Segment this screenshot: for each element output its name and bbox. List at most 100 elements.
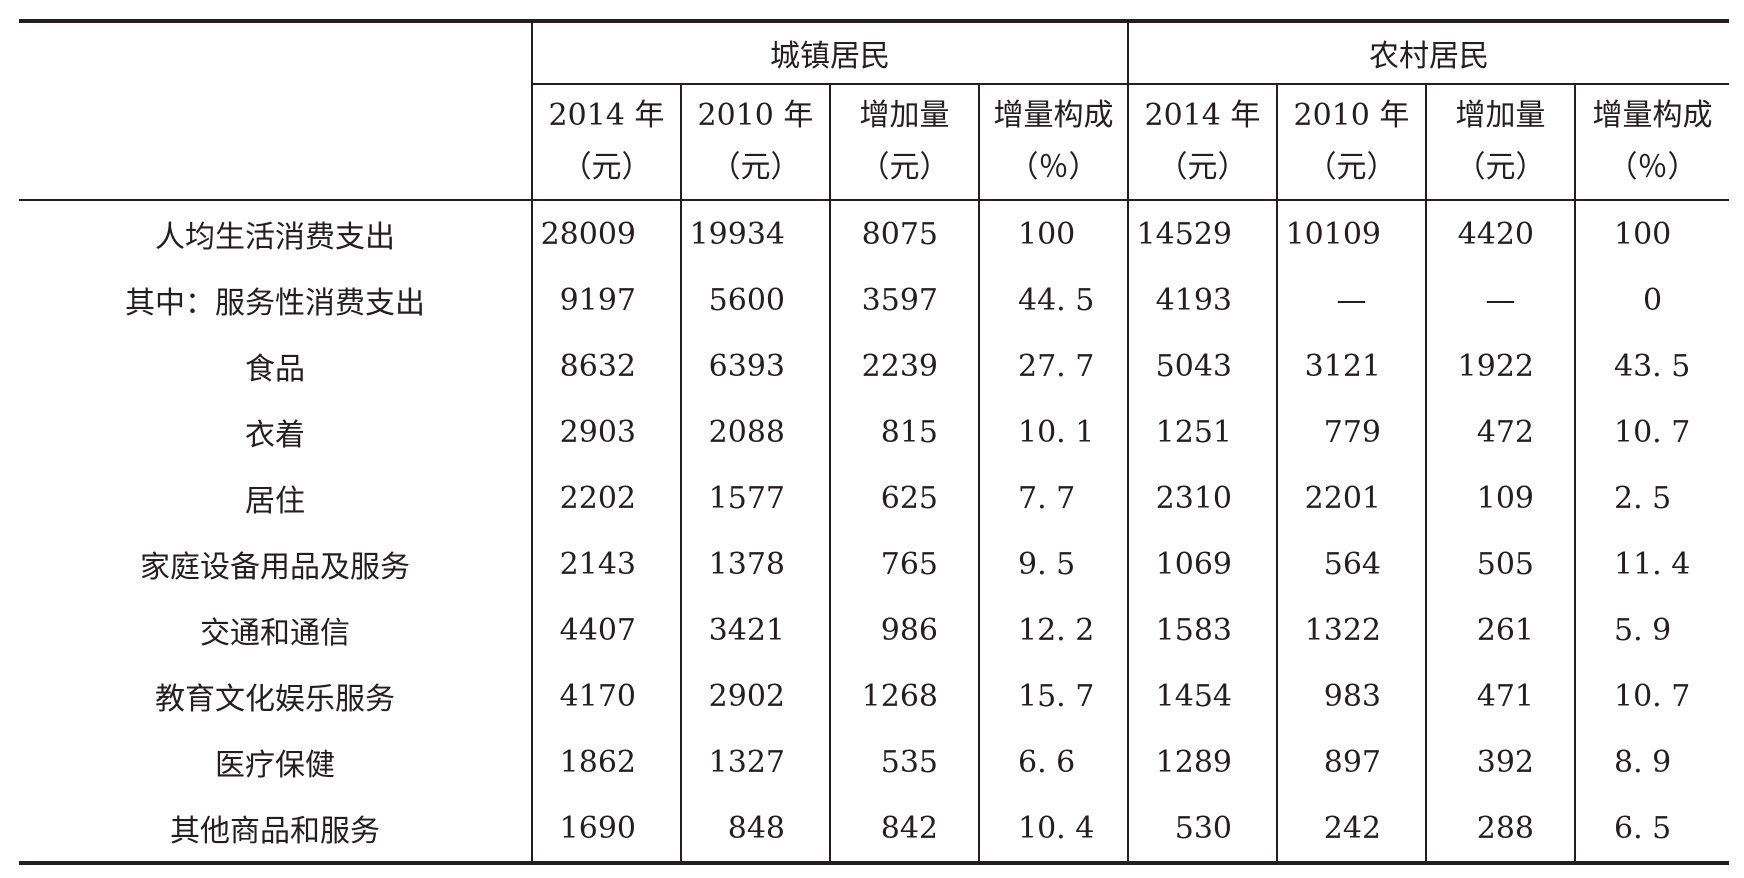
consumption-table: 城镇居民 农村居民 2014 年 （元） 2010 年 （元） 增加量 （元） 增量构成 （％… (19, 19, 1729, 865)
table-cell: 2201 (1276, 465, 1426, 531)
row-label: 其中：服务性消费支出 (125, 286, 425, 321)
table-cell: 15. 7 (978, 663, 1128, 729)
table-row: 居住 2202 1577 625 7. 7 2310 2201 109 2. 5 (19, 465, 1729, 531)
table-cell: 19934 (680, 200, 830, 267)
column-header-unit: （％） (1008, 150, 1099, 185)
column-header-line1: 2014 年 (548, 98, 665, 133)
table-cell: 1583 (1127, 597, 1277, 663)
table-cell: 8075 (829, 200, 979, 267)
table-cell: 44. 5 (978, 267, 1128, 333)
table-cell: 8. 9 (1574, 729, 1729, 795)
table-cell: 1327 (680, 729, 830, 795)
column-header-line1: 增加量 (1455, 98, 1546, 133)
table-cell: 1862 (531, 729, 681, 795)
table-cell: 288 (1425, 795, 1575, 863)
table-cell: 5043 (1127, 333, 1277, 399)
table-cell: 10. 7 (1574, 399, 1729, 465)
column-header: 增加量 （元） (829, 84, 979, 201)
column-header-unit: （元） (859, 150, 950, 185)
column-header-unit: （％） (1607, 150, 1698, 185)
column-header-unit: （元） (710, 150, 801, 185)
column-header-unit: （元） (561, 150, 652, 185)
table-cell: 2310 (1127, 465, 1277, 531)
column-header-row: 2014 年 （元） 2010 年 （元） 增加量 （元） 增量构成 （％） 2014 年 （元）… (19, 84, 1729, 201)
table-cell: 2903 (531, 399, 681, 465)
table-cell: 2088 (680, 399, 830, 465)
table-cell: 505 (1425, 531, 1575, 597)
row-label: 人均生活消费支出 (155, 220, 395, 255)
table-cell: 10. 7 (1574, 663, 1729, 729)
table-cell: 625 (829, 465, 979, 531)
column-header-line1: 增量构成 (993, 98, 1114, 133)
table-cell: 4193 (1127, 267, 1277, 333)
table-cell: 815 (829, 399, 979, 465)
group-header-row: 城镇居民 农村居民 (19, 21, 1729, 85)
row-label: 食品 (245, 352, 305, 387)
column-header-line1: 增加量 (859, 98, 950, 133)
table-row: 交通和通信 4407 3421 986 12. 2 1583 1322 261 5. 9 (19, 597, 1729, 663)
row-label: 衣着 (245, 418, 305, 453)
column-header: 增加量 （元） (1425, 84, 1575, 201)
table-cell: 986 (829, 597, 979, 663)
column-header-line1: 2014 年 (1144, 98, 1261, 133)
table-cell: 2202 (531, 465, 681, 531)
table-cell: 842 (829, 795, 979, 863)
table-cell: 471 (1425, 663, 1575, 729)
table-cell: 530 (1127, 795, 1277, 863)
column-header: 2010 年 （元） (680, 84, 830, 201)
table-cell: 4170 (531, 663, 681, 729)
table-cell: 765 (829, 531, 979, 597)
table-cell: 2. 5 (1574, 465, 1729, 531)
table-cell: 3597 (829, 267, 979, 333)
table-cell: 28009 (531, 200, 681, 267)
row-label: 教育文化娱乐服务 (155, 682, 395, 717)
table-cell: 1378 (680, 531, 830, 597)
row-label: 居住 (245, 484, 305, 519)
table-cell: 11. 4 (1574, 531, 1729, 597)
column-header: 增量构成 （％） (1574, 84, 1729, 201)
table-cell: 9197 (531, 267, 681, 333)
row-label: 交通和通信 (200, 616, 350, 651)
table-row: 衣着 2903 2088 815 10. 1 1251 779 472 10. 7 (19, 399, 1729, 465)
table-row: 其他商品和服务 1690 848 842 10. 4 530 242 288 6. 5 (19, 795, 1729, 863)
table-cell: 12. 2 (978, 597, 1128, 663)
stub-header-bottom (19, 84, 532, 201)
table-cell: — (1425, 267, 1575, 333)
table-cell: 100 (978, 200, 1128, 267)
table-cell: 8632 (531, 333, 681, 399)
table-cell: 3121 (1276, 333, 1426, 399)
group-header-rural: 农村居民 (1127, 21, 1729, 85)
table-cell: 14529 (1127, 200, 1277, 267)
group-header-urban: 城镇居民 (531, 21, 1128, 85)
row-label: 其他商品和服务 (170, 814, 380, 849)
table-cell: 6. 5 (1574, 795, 1729, 863)
stub-header (19, 21, 532, 84)
table-cell: 1577 (680, 465, 830, 531)
column-header: 2014 年 （元） (531, 84, 681, 201)
table-cell: 6. 6 (978, 729, 1128, 795)
table-cell: 5. 9 (1574, 597, 1729, 663)
table-cell: 4420 (1425, 200, 1575, 267)
table-row: 人均生活消费支出 28009 19934 8075 100 14529 10109 4420 1… (19, 200, 1729, 267)
table-row: 医疗保健 1862 1327 535 6. 6 1289 897 392 8. 9 (19, 729, 1729, 795)
table-cell: 848 (680, 795, 830, 863)
table-cell: 10109 (1276, 200, 1426, 267)
table-cell: 2239 (829, 333, 979, 399)
table-row: 其中：服务性消费支出 9197 5600 3597 44. 5 4193— —0 (19, 267, 1729, 333)
table-cell: 0 (1574, 267, 1729, 333)
column-header: 2010 年 （元） (1276, 84, 1426, 201)
table-body: 人均生活消费支出 28009 19934 8075 100 14529 10109 4420 1… (19, 200, 1729, 863)
table-row: 家庭设备用品及服务 2143 1378 765 9. 5 1069 564 505 11. 4 (19, 531, 1729, 597)
table-cell: 3421 (680, 597, 830, 663)
table-cell: 1289 (1127, 729, 1277, 795)
column-header-line1: 2010 年 (1293, 98, 1410, 133)
table-cell: 2143 (531, 531, 681, 597)
column-header-unit: （元） (1306, 150, 1397, 185)
row-label: 医疗保健 (215, 748, 335, 783)
table-cell: 7. 7 (978, 465, 1128, 531)
table-cell: 1069 (1127, 531, 1277, 597)
table-cell: — (1276, 267, 1426, 333)
table-cell: 1322 (1276, 597, 1426, 663)
table-cell: 983 (1276, 663, 1426, 729)
table-cell: 6393 (680, 333, 830, 399)
